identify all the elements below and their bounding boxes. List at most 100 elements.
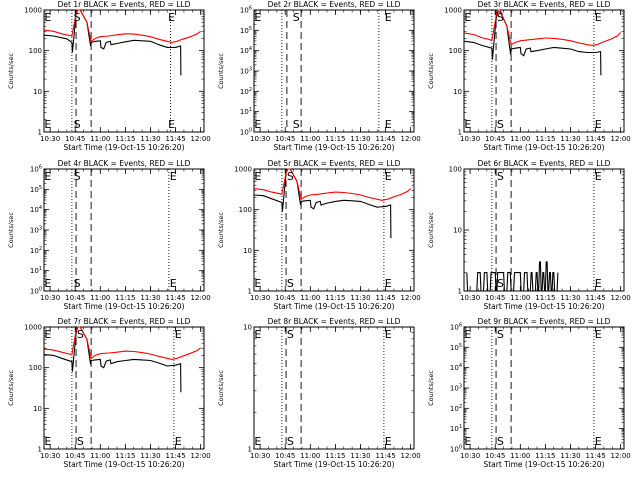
x-axis-label: Start Time (19-Oct-15 10:26:20): [63, 302, 184, 311]
y-tick-label: 10: [453, 227, 462, 235]
marker-E-bottom: E: [464, 435, 471, 448]
marker-E-bottom: E: [175, 435, 182, 448]
x-tick-label: 12:00: [401, 452, 421, 460]
marker-E-bottom: E: [595, 277, 602, 290]
x-tick-label: 10:45: [275, 452, 295, 460]
x-tick-label: 11:30: [350, 452, 370, 460]
panel-title: Det 9r BLACK = Events, RED = LLD: [478, 317, 611, 326]
y-tick-label: 100: [449, 166, 462, 174]
y-tick-label: 10: [453, 88, 462, 96]
plot-frame: [253, 9, 415, 133]
marker-S-bottom: S: [497, 118, 504, 131]
marker-E-top: E: [254, 170, 261, 183]
x-tick-label: 11:30: [350, 294, 370, 302]
marker-E-top: E: [170, 170, 177, 183]
x-tick-label: 11:45: [165, 135, 185, 143]
y-tick-label: 100: [449, 47, 462, 55]
marker-E-top: E: [44, 328, 51, 341]
y-tick-label: 1: [38, 129, 42, 137]
panel-6: Det 6r BLACK = Events, RED = LLD 1 10 100 10…: [427, 159, 631, 311]
x-tick-label: 11:30: [560, 135, 580, 143]
marker-E-bottom: E: [254, 277, 261, 290]
x-tick-label: 11:00: [510, 294, 530, 302]
x-tick-label: 12:00: [401, 135, 421, 143]
marker-E-bottom: E: [595, 118, 602, 131]
x-tick-label: 11:00: [300, 135, 320, 143]
marker-E-bottom: E: [385, 277, 392, 290]
panel-title: Det 6r BLACK = Events, RED = LLD: [478, 159, 611, 168]
x-tick-label: 10:45: [275, 135, 295, 143]
x-tick-label: 11:15: [535, 135, 555, 143]
series-lld-line: [44, 9, 202, 43]
y-tick-label: 103: [450, 384, 462, 393]
x-tick-label: 11:15: [115, 294, 135, 302]
marker-E-top: E: [254, 328, 261, 341]
y-tick-label: 101: [30, 266, 42, 275]
marker-E-bottom: E: [385, 118, 392, 131]
panel-title: Det 3r BLACK = Events, RED = LLD: [478, 0, 611, 9]
y-tick-label: 103: [30, 226, 42, 235]
marker-E-top: E: [464, 328, 471, 341]
marker-S-bottom: S: [77, 435, 84, 448]
y-tick-label: 104: [240, 46, 252, 55]
panel-5: Det 5r BLACK = Events, RED = LLD 1 10 100 10…: [217, 159, 421, 311]
y-tick-label: 10: [243, 247, 252, 255]
marker-E-top: E: [385, 11, 392, 24]
marker-E-bottom: E: [44, 435, 51, 448]
x-tick-label: 10:30: [460, 135, 480, 143]
marker-E-top: E: [254, 11, 261, 24]
y-tick-label: 100: [29, 364, 42, 372]
x-tick-label: 11:00: [300, 452, 320, 460]
x-tick-label: 10:30: [460, 294, 480, 302]
x-tick-label: 11:00: [90, 135, 110, 143]
panel-title: Det 4r BLACK = Events, RED = LLD: [58, 159, 191, 168]
marker-S-bottom: S: [497, 435, 504, 448]
marker-S-top: S: [497, 11, 504, 24]
marker-E-top: E: [385, 170, 392, 183]
plot-frame: [253, 326, 415, 450]
x-tick-label: 10:45: [485, 452, 505, 460]
x-axis-label: Start Time (19-Oct-15 10:26:20): [273, 460, 394, 469]
y-tick-label: 106: [240, 6, 252, 15]
marker-E-bottom: E: [254, 118, 261, 131]
y-tick-label: 1000: [444, 7, 462, 15]
marker-E-top: E: [595, 11, 602, 24]
marker-E-bottom: E: [385, 435, 392, 448]
x-tick-label: 10:45: [65, 135, 85, 143]
x-tick-label: 12:00: [611, 135, 631, 143]
y-tick-label: 104: [450, 363, 462, 372]
marker-E-bottom: E: [464, 118, 471, 131]
marker-E-top: E: [595, 328, 602, 341]
y-axis-label: Counts/sec: [217, 212, 225, 248]
x-tick-label: 11:45: [375, 135, 395, 143]
y-axis-label: Counts/sec: [427, 212, 435, 248]
x-tick-label: 10:30: [250, 452, 270, 460]
x-tick-label: 11:45: [375, 452, 395, 460]
x-tick-label: 11:00: [300, 294, 320, 302]
y-tick-label: 1: [38, 446, 42, 454]
marker-E-bottom: E: [168, 118, 175, 131]
x-tick-label: 12:00: [401, 294, 421, 302]
y-tick-label: 105: [240, 26, 252, 35]
x-tick-label: 11:30: [350, 135, 370, 143]
panel-1: Det 1r BLACK = Events, RED = LLD 1 10 100 10…: [7, 0, 211, 152]
y-tick-label: 10: [33, 88, 42, 96]
y-axis-label: Counts/sec: [217, 370, 225, 406]
x-tick-label: 10:45: [275, 294, 295, 302]
y-tick-label: 100: [240, 128, 252, 137]
marker-S-bottom: S: [287, 435, 294, 448]
marker-E-top: E: [385, 328, 392, 341]
x-tick-label: 10:45: [65, 452, 85, 460]
series-events-line: [466, 261, 559, 292]
x-tick-label: 11:45: [585, 135, 605, 143]
series-events-line: [44, 326, 182, 393]
plot-frame: [463, 326, 625, 450]
series-events-line: [44, 9, 182, 76]
y-tick-label: 1: [458, 129, 462, 137]
y-axis-label: Counts/sec: [7, 370, 15, 406]
x-axis-label: Start Time (19-Oct-15 10:26:20): [483, 302, 604, 311]
series-lld-line: [254, 168, 412, 201]
panel-2: Det 2r BLACK = Events, RED = LLD 100 101 10…: [217, 0, 421, 152]
marker-E-bottom: E: [44, 118, 51, 131]
